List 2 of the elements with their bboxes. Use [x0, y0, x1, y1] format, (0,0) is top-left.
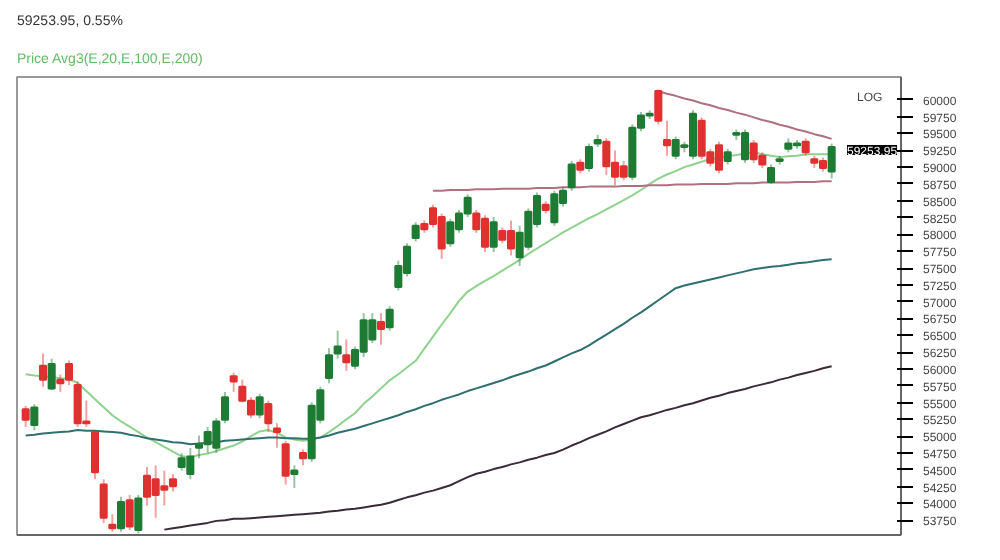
line-series: [657, 90, 833, 140]
line-series: [163, 365, 833, 531]
